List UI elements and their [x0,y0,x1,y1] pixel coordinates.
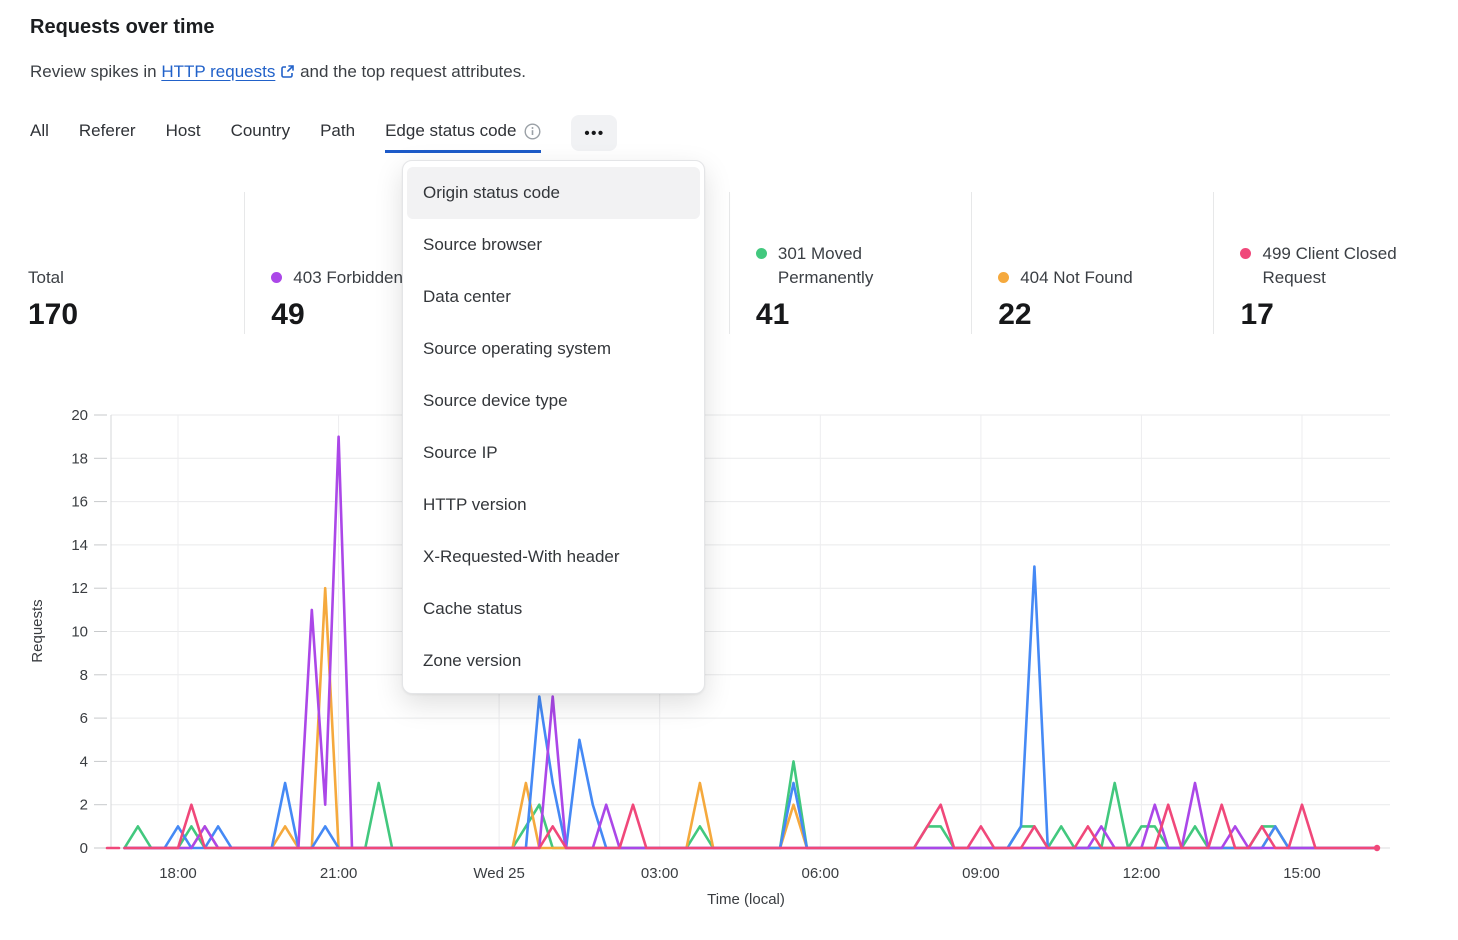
stat-value: 41 [755,298,790,331]
menu-item-x-requested-with-header[interactable]: X-Requested-With header [423,547,620,566]
tab-label: Referer [78,121,136,140]
menu-item-data-center[interactable]: Data center [423,287,511,306]
tab-label: Edge status code [385,121,517,140]
stat-value: 170 [28,298,79,331]
menu-item-http-version[interactable]: HTTP version [423,495,527,514]
stat-card-499: 499 Client Closed Request 17 [1213,192,1455,334]
stat-value: 22 [998,298,1032,331]
svg-text:12:00: 12:00 [1123,865,1161,882]
svg-text:16: 16 [71,494,88,511]
page-title: Requests over time [30,16,215,38]
legend-dot-icon [755,248,767,259]
external-link-icon [280,64,295,84]
svg-text:18:00: 18:00 [159,865,197,882]
svg-text:15:00: 15:00 [1283,865,1321,882]
svg-text:Wed 25: Wed 25 [473,865,524,882]
tab-label: Host [165,121,201,140]
subtitle-suffix: and the top request attributes. [295,62,526,81]
attribute-dropdown-menu: Origin status code Source browser Data cen… [402,160,705,694]
status-code-stats: Total 170 403 Forbidden 49 301 Moved Permane… [2,192,1456,334]
legend-dot-icon [271,272,283,283]
stat-card-404: 404 Not Found 22 [971,192,1213,334]
svg-text:0: 0 [80,840,88,857]
attribute-tabs: All Referer Host Country Path Edge status cod… [30,115,618,153]
svg-text:06:00: 06:00 [802,865,840,882]
legend-dot-icon [998,272,1010,283]
stat-label: 404 Not Found [998,266,1170,290]
svg-text:18: 18 [71,450,88,467]
stat-label: 301 Moved Permanently [755,242,928,290]
menu-item-source-device-type[interactable]: Source device type [423,391,568,410]
menu-item-cache-status[interactable]: Cache status [423,599,523,618]
tab-country[interactable]: Country [231,116,291,153]
legend-dot-icon [1240,248,1252,259]
svg-text:03:00: 03:00 [641,865,679,882]
menu-item-zone-version[interactable]: Zone version [423,651,522,670]
tab-referer[interactable]: Referer [79,116,136,153]
more-tabs-button[interactable]: ••• [571,115,618,151]
svg-text:6: 6 [80,710,88,727]
svg-text:4: 4 [80,753,88,770]
page-subtitle: Review spikes in HTTP requests and the t… [30,62,526,84]
stat-label: Total [28,268,64,287]
menu-item-source-ip[interactable]: Source IP [423,443,498,462]
tab-all[interactable]: All [30,116,49,153]
stat-card-301: 301 Moved Permanently 41 [728,192,971,334]
http-requests-link[interactable]: HTTP requests [161,62,276,81]
series-line-499 [123,803,1379,850]
svg-text:12: 12 [71,580,88,597]
stat-card-total: Total 170 [2,192,244,334]
info-icon[interactable] [524,122,541,140]
menu-item-origin-status-code[interactable]: Origin status code [407,167,700,219]
menu-item-source-browser[interactable]: Source browser [423,235,543,254]
stat-value: 17 [1240,298,1274,331]
stat-label: 499 Client Closed Request [1240,242,1412,290]
svg-text:09:00: 09:00 [962,865,1000,882]
chart-grid [110,414,1390,849]
tab-label: Path [320,121,356,140]
series-line-403 [123,435,1379,850]
y-axis: 0 2 4 6 8 10 12 14 16 18 20 Requests [29,407,107,857]
series-end-dot [1373,844,1381,852]
svg-text:8: 8 [80,667,88,684]
subtitle-prefix: Review spikes in [30,62,162,81]
svg-text:10: 10 [71,624,88,641]
svg-text:14: 14 [71,537,88,554]
stat-value: 49 [271,298,305,331]
tab-label: All [30,121,49,140]
tab-host[interactable]: Host [166,116,201,153]
tab-edge-status-code[interactable]: Edge status code [385,116,542,153]
svg-text:21:00: 21:00 [320,865,358,882]
svg-text:2: 2 [80,797,88,814]
tab-label: Country [230,121,291,140]
x-axis: 18:00 21:00 Wed 25 03:00 06:00 09:00 12:00 15:0… [159,865,1321,908]
menu-item-source-operating-system[interactable]: Source operating system [423,339,612,358]
svg-text:20: 20 [71,407,88,424]
svg-text:Requests: Requests [29,599,46,662]
svg-text:Time (local): Time (local) [707,891,785,908]
tab-path[interactable]: Path [320,116,355,153]
stat-card-403: 403 Forbidden 49 [244,192,486,334]
stat-label: 403 Forbidden [271,266,443,290]
